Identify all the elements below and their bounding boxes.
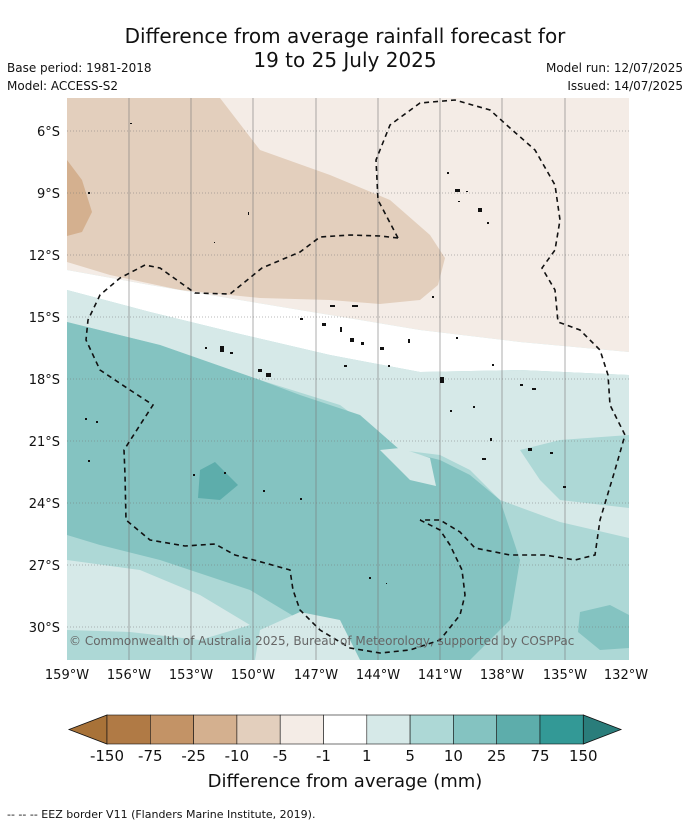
colorbar-tick-label: -150	[90, 747, 124, 765]
colorbar-segments	[67, 714, 623, 745]
lon-label: 150°W	[231, 668, 275, 683]
rainfall-map: 6°S 9°S 12°S 15°S 18°S 21°S 24°S 27°S 30…	[29, 98, 648, 683]
lat-label: 27°S	[29, 559, 60, 574]
colorbar-tick-label: -75	[138, 747, 163, 765]
zone-1-5-north	[67, 290, 629, 538]
colorbar-tick-label: 25	[487, 747, 506, 765]
lon-label: 141°W	[418, 668, 462, 683]
lat-labels: 6°S 9°S 12°S 15°S 18°S 21°S 24°S 27°S 30…	[29, 125, 60, 636]
colorbar-tick-label: -5	[273, 747, 288, 765]
colorbar-segment	[539, 714, 584, 745]
zone-neg-5-10	[67, 98, 445, 304]
zone-neg1-1	[67, 270, 629, 375]
zone-10-25-se	[578, 605, 629, 650]
lon-label: 132°W	[604, 668, 648, 683]
map-title: Difference from average rainfall forecas…	[0, 24, 690, 72]
colorbar-extend-low	[67, 714, 108, 745]
lon-label: 147°W	[294, 668, 338, 683]
colorbar-segment	[323, 714, 368, 745]
colorbar-extend-high	[582, 714, 623, 745]
lon-label: 138°W	[480, 668, 524, 683]
colorbar-tick-label: 75	[530, 747, 549, 765]
lat-label: 30°S	[29, 621, 60, 636]
lat-label: 9°S	[37, 187, 60, 202]
lat-label: 24°S	[29, 497, 60, 512]
lon-label: 144°W	[356, 668, 400, 683]
colorbar-segment	[496, 714, 541, 745]
colorbar-segment	[106, 714, 151, 745]
eez-legend: -- -- -- EEZ border V11 (Flanders Marine…	[7, 808, 316, 821]
zone-1-5-patch	[380, 448, 436, 486]
lat-label: 12°S	[29, 249, 60, 264]
lat-label: 18°S	[29, 373, 60, 388]
lon-label: 135°W	[543, 668, 587, 683]
zone-10-25-west	[67, 322, 520, 660]
title-line-2: 19 to 25 July 2025	[253, 48, 437, 72]
lat-label: 6°S	[37, 125, 60, 140]
colorbar-segment	[453, 714, 497, 745]
lat-label: 15°S	[29, 311, 60, 326]
zone-1-5-south2	[255, 612, 360, 660]
zone-25-75-spot	[198, 462, 238, 500]
graticule	[67, 98, 629, 660]
colorbar-title: Difference from average (mm)	[207, 771, 483, 792]
zone-neg-10-25	[67, 160, 92, 236]
meta-left: Base period: 1981-2018 Model: ACCESS-S2	[7, 59, 152, 95]
colorbar-segment	[279, 714, 324, 745]
copyright-text: © Commonwealth of Australia 2025, Bureau…	[69, 634, 575, 648]
model-text: Model: ACCESS-S2	[7, 79, 119, 93]
colorbar-segment	[409, 714, 454, 745]
colorbar-segment	[236, 714, 281, 745]
colorbar-segment	[150, 714, 194, 745]
lon-label: 156°W	[107, 668, 151, 683]
meta-right: Model run: 12/07/2025 Issued: 14/07/2025	[546, 59, 683, 95]
colorbar-tick-label: 1	[362, 747, 372, 765]
colorbar-tick-label: -25	[181, 747, 206, 765]
colorbar-segment	[366, 714, 411, 745]
lon-label: 153°W	[169, 668, 213, 683]
issued-text: Issued: 14/07/2025	[567, 79, 683, 93]
colorbar-tick-label: 10	[444, 747, 463, 765]
islands	[85, 123, 566, 584]
base-period-text: Base period: 1981-2018	[7, 61, 152, 75]
title-line-1: Difference from average rainfall forecas…	[124, 24, 566, 48]
colorbar-tick-label: -1	[316, 747, 331, 765]
model-run-text: Model run: 12/07/2025	[545, 61, 683, 75]
colorbar-segment	[193, 714, 238, 745]
colorbar-tick-label: -10	[225, 747, 250, 765]
colorbar-tick-label: 150	[569, 747, 598, 765]
colorbar-tick-label: 5	[405, 747, 415, 765]
zone-1-5-south	[67, 560, 250, 640]
lat-label: 21°S	[29, 435, 60, 450]
colorbar-ticks: -150 -75 -25 -10 -5 -1 1 5 10 25 75 150	[90, 747, 598, 765]
lon-label: 159°W	[45, 668, 89, 683]
eez-border	[85, 99, 626, 654]
lon-labels: 159°W 156°W 153°W 150°W 147°W 144°W 141°…	[45, 668, 648, 683]
